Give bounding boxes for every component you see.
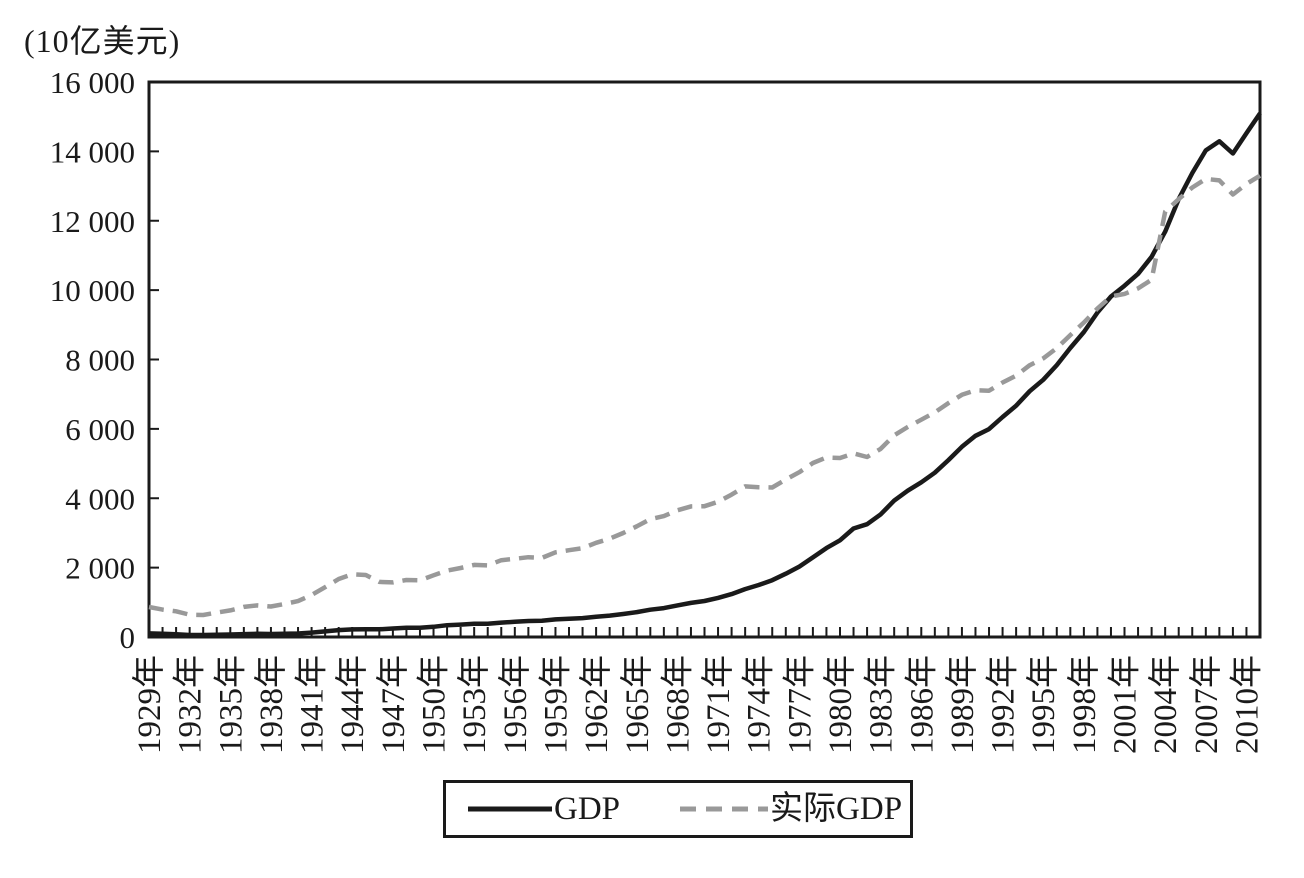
legend-item-gdp: GDP	[468, 790, 621, 827]
gdp-line	[148, 112, 1262, 638]
x-tick-label: 1953年	[456, 655, 493, 754]
y-tick-label: 10 000	[50, 273, 135, 308]
x-tick-label: 1974年	[741, 655, 778, 754]
y-tick-label: 6 000	[65, 412, 135, 447]
x-tick-label: 1962年	[578, 655, 615, 754]
real-gdp-line	[148, 173, 1262, 618]
x-tick-label: 1971年	[700, 655, 737, 754]
x-tick-label: 1959年	[537, 655, 574, 754]
x-tick-label: 2010年	[1228, 655, 1265, 754]
y-tick-label: 14 000	[50, 134, 135, 169]
x-tick-label: 1941年	[294, 655, 331, 754]
x-tick-label: 1935年	[212, 655, 249, 754]
plot-border	[147, 80, 1262, 639]
x-tick-label: 1947年	[375, 655, 412, 754]
y-tick-label: 12 000	[50, 204, 135, 239]
y-tick-label: 0	[120, 620, 136, 655]
x-tick-label: 1932年	[172, 655, 209, 754]
x-tick-label: 1995年	[1025, 655, 1062, 754]
x-tick-label: 2001年	[1107, 655, 1144, 754]
x-tick-label: 1977年	[781, 655, 818, 754]
y-tick-label: 16 000	[50, 65, 135, 100]
y-tick-label: 4 000	[65, 481, 135, 516]
gdp-line-sample-icon	[468, 806, 552, 812]
x-tick-label: 1989年	[944, 655, 981, 754]
x-tick-label: 2004年	[1147, 655, 1184, 754]
y-tick-label: 2 000	[65, 551, 135, 586]
x-tick-label: 2007年	[1188, 655, 1225, 754]
x-tick-label: 1965年	[619, 655, 656, 754]
y-axis-unit-label: (10亿美元)	[24, 23, 181, 59]
legend-item-real-gdp: 实际GDP	[680, 790, 903, 827]
x-tick-label: 1938年	[253, 655, 290, 754]
legend-label-real-gdp: 实际GDP	[770, 790, 903, 827]
x-tick-label: 1944年	[334, 655, 371, 754]
x-tick-label: 1998年	[1066, 655, 1103, 754]
x-tick-label: 1986年	[903, 655, 940, 754]
legend: GDP 实际GDP	[443, 780, 913, 838]
x-tick-label: 1950年	[416, 655, 453, 754]
x-tick-label: 1956年	[497, 655, 534, 754]
x-tick-label: 1980年	[822, 655, 859, 754]
x-tick-label: 1968年	[659, 655, 696, 754]
x-tick-label: 1983年	[863, 655, 900, 754]
legend-label-gdp: GDP	[554, 790, 621, 827]
real-gdp-line-sample-icon	[680, 806, 769, 812]
x-tick-label: 1929年	[131, 655, 168, 754]
x-tick-label: 1992年	[985, 655, 1022, 754]
y-tick-label: 8 000	[65, 343, 135, 378]
